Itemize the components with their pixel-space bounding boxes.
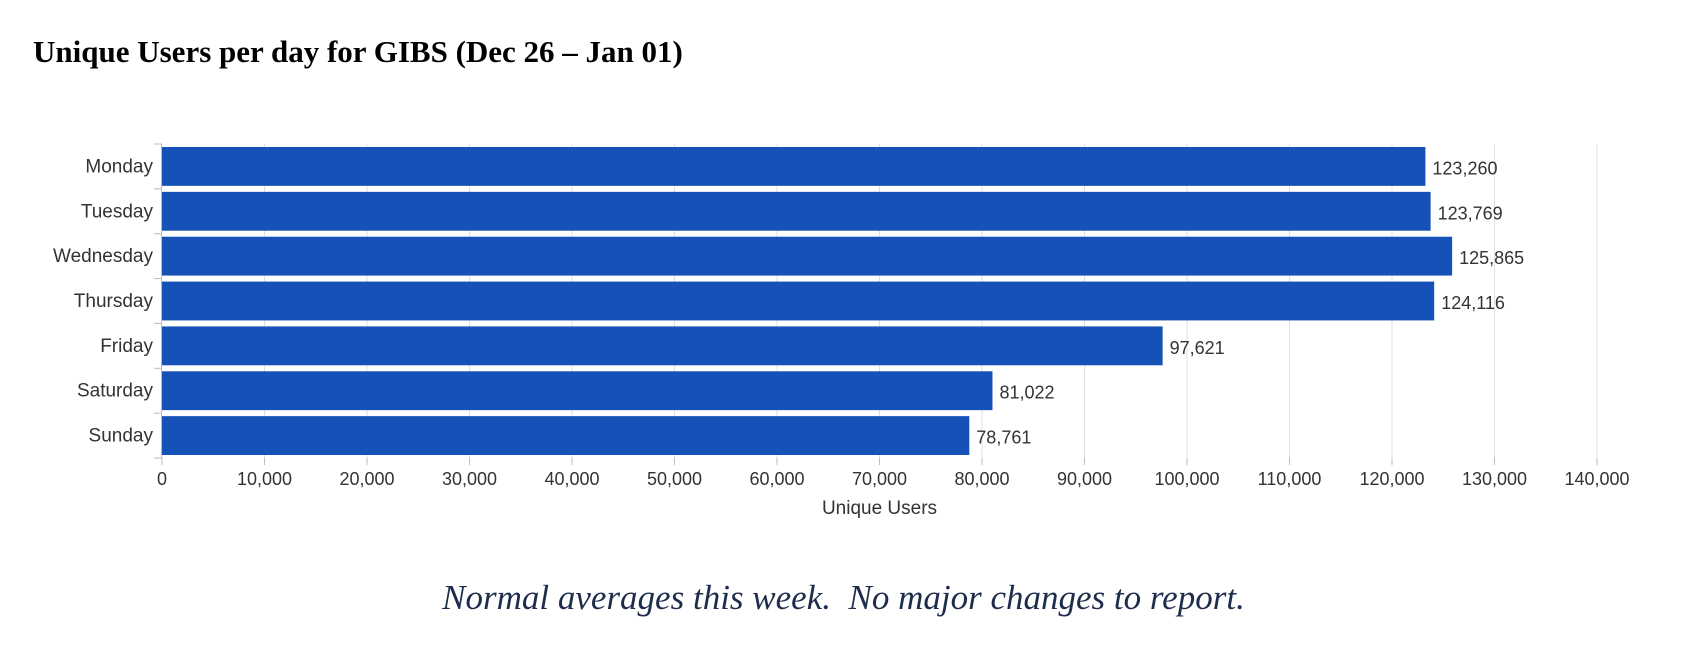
- bar-thursday: [162, 281, 1435, 321]
- y-category-label: Tuesday: [81, 201, 154, 222]
- y-category-label: Sunday: [89, 426, 154, 447]
- x-tick-label: 0: [157, 469, 167, 489]
- y-category-label: Monday: [85, 156, 153, 177]
- x-tick-label: 60,000: [749, 469, 804, 489]
- bar-sunday: [162, 416, 970, 455]
- bars: [162, 147, 1453, 455]
- bar-monday: [162, 147, 1426, 186]
- y-category-label: Saturday: [77, 381, 154, 402]
- y-category-label: Friday: [100, 336, 153, 357]
- page-title: Unique Users per day for GIBS (Dec 26 – …: [33, 34, 683, 69]
- bar-saturday: [162, 371, 993, 411]
- bar-value-label: 125,865: [1459, 248, 1524, 268]
- y-category-label: Wednesday: [53, 246, 153, 267]
- x-tick-label: 80,000: [954, 469, 1009, 489]
- x-tick-label: 70,000: [852, 469, 907, 489]
- x-axis-title: Unique Users: [822, 498, 937, 519]
- x-tick-label: 40,000: [544, 469, 599, 489]
- bar-tuesday: [162, 191, 1431, 231]
- bar-value-label: 97,621: [1170, 338, 1225, 358]
- bar-value-label: 123,260: [1432, 158, 1497, 178]
- bar-value-label: 124,116: [1441, 293, 1505, 313]
- x-tick-label: 90,000: [1057, 469, 1112, 489]
- x-tick-label: 110,000: [1258, 469, 1322, 489]
- axes: [154, 143, 1598, 465]
- x-tick-label: 140,000: [1564, 469, 1629, 489]
- x-tick-label: 30,000: [442, 469, 497, 489]
- bar-friday: [162, 326, 1163, 366]
- labels: 0 10,000 20,000 30,000 40,000 50,000 60,000 70,…: [53, 156, 1630, 519]
- bar-chart: 0 10,000 20,000 30,000 40,000 50,000 60,000 70,…: [53, 143, 1630, 519]
- bar-value-label: 81,022: [999, 383, 1054, 403]
- x-tick-label: 10,000: [237, 469, 292, 489]
- bar-wednesday: [162, 236, 1453, 276]
- x-tick-label: 20,000: [339, 469, 394, 489]
- y-category-label: Thursday: [74, 291, 154, 312]
- bar-value-label: 78,761: [976, 428, 1031, 448]
- bar-value-label: 123,769: [1438, 203, 1503, 223]
- x-tick-label: 120,000: [1359, 469, 1424, 489]
- x-tick-label: 100,000: [1154, 469, 1219, 489]
- x-tick-label: 50,000: [647, 469, 702, 489]
- summary-note: Normal averages this week. No major chan…: [442, 578, 1245, 617]
- x-tick-label: 130,000: [1462, 469, 1527, 489]
